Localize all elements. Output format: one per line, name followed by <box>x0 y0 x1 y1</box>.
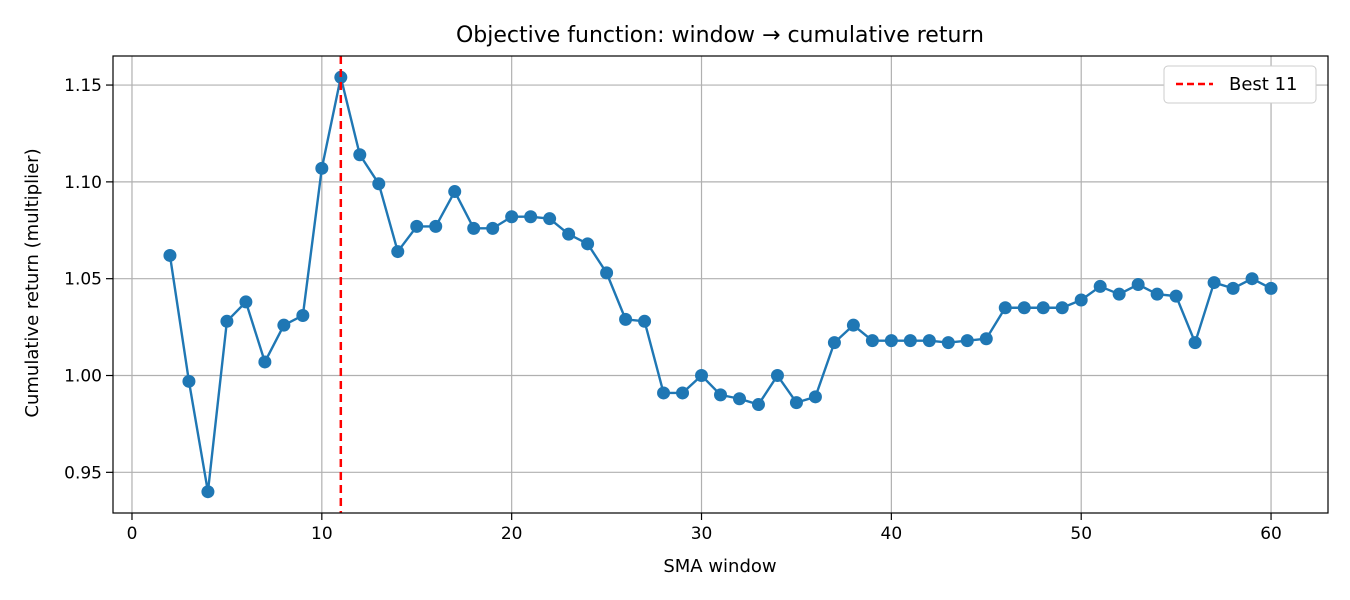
data-point <box>770 369 784 383</box>
legend-label-best: Best 11 <box>1229 74 1297 95</box>
data-point <box>1207 276 1221 290</box>
data-point <box>1150 287 1164 301</box>
data-point <box>638 314 652 328</box>
data-point <box>372 177 386 191</box>
x-tick-label: 30 <box>691 524 713 544</box>
data-point <box>562 227 576 241</box>
data-point <box>486 221 500 235</box>
grid <box>113 56 1328 513</box>
data-point <box>1169 289 1183 303</box>
data-point <box>277 318 291 332</box>
data-point <box>543 212 557 226</box>
y-tick-label: 1.15 <box>64 76 102 96</box>
ticks: 0 10 20 30 40 50 60 0.95 1.00 1.05 1.10 1.15 <box>64 76 1282 544</box>
data-point <box>941 336 955 350</box>
data-point <box>714 388 727 402</box>
data-point <box>884 334 898 348</box>
data-point <box>524 210 538 224</box>
data-point <box>998 301 1012 315</box>
y-tick-label: 1.05 <box>64 270 102 290</box>
y-axis-label: Cumulative return (multiplier) <box>22 148 43 417</box>
data-point <box>827 336 841 350</box>
data-point <box>467 221 481 235</box>
data-point <box>581 237 595 251</box>
data-point <box>505 210 519 224</box>
data-point <box>1188 336 1202 350</box>
data-point <box>808 390 822 404</box>
x-tick-label: 20 <box>501 524 523 544</box>
axes-frame <box>112 55 1329 514</box>
data-point <box>619 312 633 326</box>
data-point <box>315 161 329 175</box>
y-tick-label: 1.00 <box>64 367 102 387</box>
data-point <box>732 392 746 406</box>
data-point <box>676 386 690 400</box>
data-point <box>182 374 196 388</box>
data-point <box>1017 301 1031 315</box>
data-point <box>448 185 462 199</box>
data-point <box>960 334 974 348</box>
data-point <box>220 314 234 328</box>
data-point <box>789 396 803 410</box>
data-point <box>865 334 879 348</box>
data-point <box>1226 281 1240 295</box>
data-point <box>201 485 215 499</box>
data-point <box>979 332 993 346</box>
x-tick-label: 60 <box>1260 524 1282 544</box>
data-point <box>657 386 671 400</box>
data-point <box>258 355 272 369</box>
y-tick-label: 0.95 <box>64 463 102 483</box>
data-point <box>600 266 614 280</box>
data-point <box>163 248 177 262</box>
data-point <box>922 334 936 348</box>
chart-title: Objective function: window → cumulative … <box>456 23 984 48</box>
legend: Best 11 <box>1163 65 1317 104</box>
data-point <box>1131 278 1145 291</box>
data-point <box>1036 301 1050 315</box>
x-tick-label: 40 <box>881 524 903 544</box>
data-point <box>334 70 348 84</box>
data-point <box>1074 293 1088 307</box>
data-point <box>239 295 253 309</box>
data-point <box>846 318 860 332</box>
data-point <box>410 219 424 233</box>
data-point <box>1264 281 1278 295</box>
data-point <box>1112 287 1126 301</box>
x-tick-label: 50 <box>1070 524 1092 544</box>
data-point <box>1055 301 1069 315</box>
x-tick-label: 0 <box>127 524 138 544</box>
legend-box <box>1163 65 1317 104</box>
x-tick-label: 10 <box>311 524 333 544</box>
data-point <box>391 245 405 259</box>
data-point <box>1245 272 1259 286</box>
data-point <box>695 369 709 383</box>
data-point <box>903 334 917 348</box>
data-point <box>296 308 310 322</box>
x-axis-label: SMA window <box>663 556 776 577</box>
plot-area <box>163 56 1278 513</box>
data-point <box>429 219 443 233</box>
data-point <box>751 398 765 412</box>
data-point <box>353 148 367 162</box>
y-tick-label: 1.10 <box>64 173 102 193</box>
data-point <box>1093 279 1107 293</box>
